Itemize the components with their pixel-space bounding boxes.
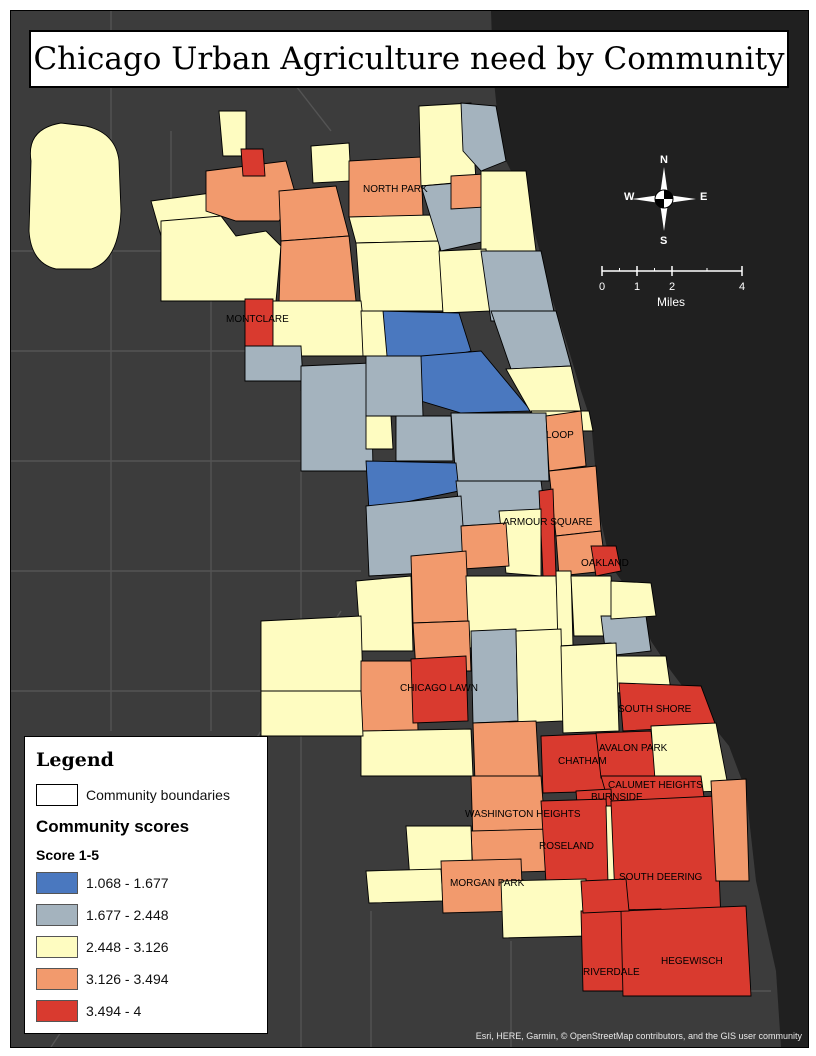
community-albany	[348, 214, 440, 244]
legend-class-row: 1.677 - 2.448	[36, 904, 267, 926]
community-belmont-cragin	[244, 345, 304, 382]
community-jefferson-park	[278, 185, 350, 242]
legend-swatch-4	[36, 968, 78, 990]
community-greater-grand	[560, 642, 620, 734]
compass-s: S	[660, 235, 668, 247]
label-washington-heights: WASHINGTON HEIGHTS	[465, 809, 581, 820]
north-arrow: N S W E	[624, 154, 708, 247]
community-edgebrook	[310, 142, 352, 184]
legend-scale-label: Score 1-5	[36, 847, 100, 863]
community-englewood	[515, 628, 564, 724]
label-montclare: MONTCLARE	[226, 314, 289, 325]
label-avalon-park: AVALON PARK	[599, 743, 668, 754]
community-west-englewood	[470, 628, 519, 724]
legend-class-row: 2.448 - 3.126	[36, 936, 267, 958]
scale-tick-4: 4	[739, 281, 746, 293]
community-garfield-ridge	[260, 615, 364, 692]
scale-tick-2: 2	[669, 281, 676, 293]
community-austin	[300, 362, 374, 472]
label-loop: LOOP	[546, 430, 574, 441]
scale-tick-1: 1	[634, 281, 641, 293]
scale-unit: Miles	[657, 295, 686, 309]
legend-class-row: 3.494 - 4	[36, 1000, 267, 1022]
community-deering-south	[580, 878, 630, 914]
legend-class-label: 1.068 - 1.677	[86, 875, 169, 891]
legend-swatch-5	[36, 1000, 78, 1022]
compass-w: W	[624, 191, 635, 203]
label-morgan-park: MORGAN PARK	[450, 878, 525, 889]
community-west-lawn	[360, 728, 474, 777]
legend-class-label: 3.494 - 4	[86, 1003, 142, 1019]
label-chicago-lawn: CHICAGO LAWN	[400, 683, 478, 694]
community-forest-glen	[205, 160, 297, 222]
community-hyde-park	[610, 580, 657, 620]
scale-bar: 0 1 2 4 Miles	[599, 263, 749, 313]
legend-swatch-2	[36, 904, 78, 926]
community-avalon-park	[595, 730, 657, 779]
community-humboldt	[365, 355, 424, 417]
community-brighton-park	[410, 550, 470, 624]
community-sauganash	[240, 148, 266, 177]
community-avondale	[360, 310, 388, 357]
compass-e: E	[700, 191, 708, 203]
legend-title: Legend	[36, 749, 114, 771]
community-east-side	[710, 778, 750, 882]
legend-scores-title: Community scores	[36, 817, 190, 836]
community-archer-heights	[355, 575, 414, 652]
community-chicago-lawn	[410, 655, 469, 724]
compass-rose-icon	[632, 167, 696, 231]
map-title: Chicago Urban Agriculture need by Commun…	[33, 41, 785, 77]
community-mount-greenwood	[365, 868, 444, 904]
label-north-park: NORTH PARK	[363, 184, 428, 195]
legend-class-label: 1.677 - 2.448	[86, 907, 169, 923]
map-frame: Chicago Urban Agriculture need by Commun…	[10, 10, 809, 1048]
legend-class-row: 1.068 - 1.677	[36, 872, 267, 894]
community-oakland	[590, 545, 622, 577]
legend-swatch-1	[36, 872, 78, 894]
label-calumet-heights: CALUMET HEIGHTS	[608, 780, 703, 791]
label-riverdale: RIVERDALE	[583, 967, 640, 978]
label-south-deering: SOUTH DEERING	[619, 872, 703, 883]
label-oakland: OAKLAND	[581, 558, 629, 569]
community-east-garfield	[395, 415, 454, 462]
legend-class-label: 2.448 - 3.126	[86, 939, 169, 955]
community-polygons	[28, 102, 752, 997]
legend-class-row: 3.126 - 3.494	[36, 968, 267, 990]
legend-swatch-3	[36, 936, 78, 958]
lake-michigan	[491, 11, 808, 1047]
label-armour-square: ARMOUR SQUARE	[503, 517, 593, 528]
scale-bar-graphic	[601, 266, 743, 276]
compass-n: N	[660, 154, 668, 166]
community-mckinley-park	[460, 522, 510, 570]
community-hegewisch	[620, 905, 752, 997]
legend-boundary-swatch	[36, 784, 78, 806]
community-bridgeport-strip	[538, 488, 557, 577]
community-clearing	[260, 690, 364, 737]
community-loop	[545, 410, 587, 472]
label-roseland: ROSELAND	[539, 841, 595, 852]
legend-boundary-label: Community boundaries	[86, 787, 230, 803]
community-north-lawndale	[365, 460, 460, 512]
label-burnside: BURNSIDE	[591, 792, 643, 803]
map-attribution: Esri, HERE, Garmin, © OpenStreetMap cont…	[475, 1031, 802, 1041]
map-canvas	[11, 11, 808, 1047]
community-rogers-park	[460, 102, 507, 172]
community-forest-glen-2	[278, 235, 357, 304]
community-edgewater	[480, 170, 537, 252]
community-norwood-park-2	[160, 215, 282, 302]
community-west-garfield	[365, 415, 394, 450]
map-title-box: Chicago Urban Agriculture need by Commun…	[29, 30, 789, 88]
community-irving-park	[355, 240, 444, 312]
label-hegewisch: HEGEWISCH	[661, 956, 723, 967]
community-west-town	[450, 412, 550, 482]
community-west-elsdon	[360, 660, 419, 732]
community-ohare	[28, 122, 122, 270]
legend-class-label: 3.126 - 3.494	[86, 971, 169, 987]
legend-panel: Legend Community boundaries Community sc…	[24, 736, 268, 1034]
label-chatham: CHATHAM	[558, 756, 607, 767]
legend-boundary-row: Community boundaries	[36, 784, 267, 806]
label-south-shore: SOUTH SHORE	[618, 704, 692, 715]
scale-tick-0: 0	[599, 281, 606, 293]
